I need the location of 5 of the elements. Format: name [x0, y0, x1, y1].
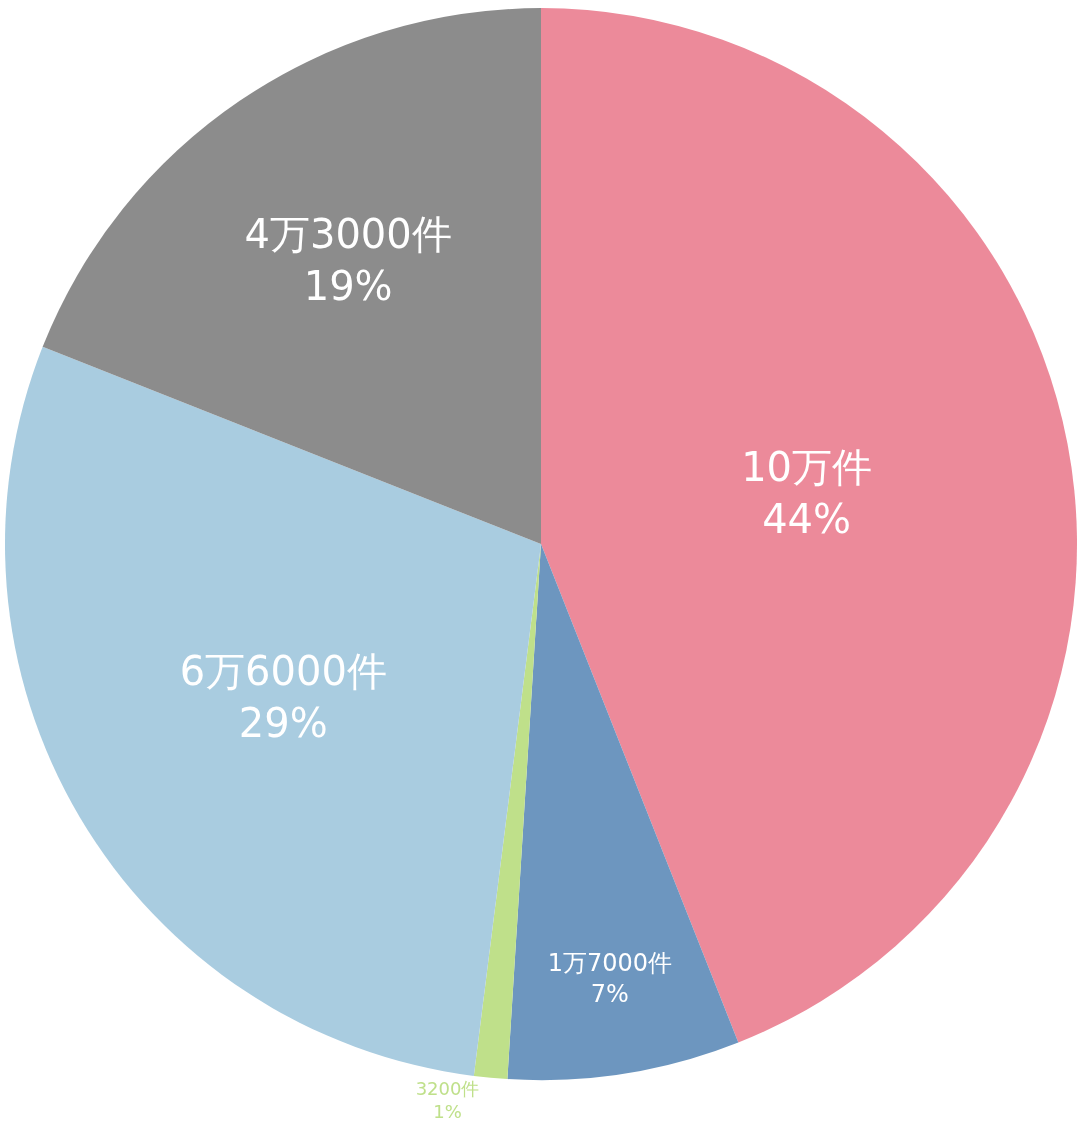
data-label: 1万7000件 7% — [547, 949, 673, 1009]
data-label: 3200件 1% — [415, 1077, 480, 1122]
data-label: 10万件 44% — [741, 444, 873, 543]
data-label: 6万6000件 29% — [179, 647, 387, 746]
data-label: 4万3000件 19% — [244, 211, 452, 310]
